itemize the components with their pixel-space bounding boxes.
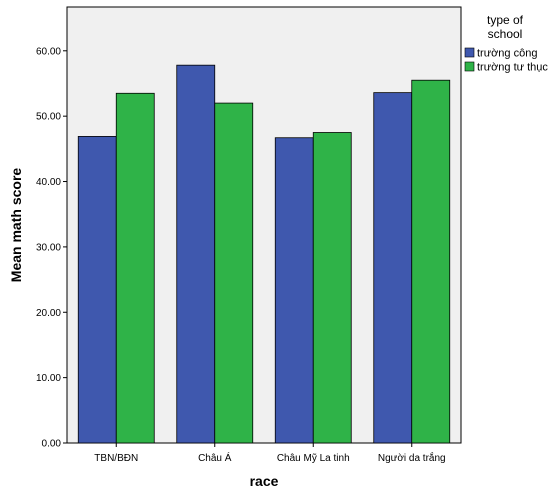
legend-label-truong-cong: trường công bbox=[477, 48, 537, 60]
x-tick-label-2: Châu Mỹ La tinh bbox=[277, 453, 350, 464]
legend-title-line1: type of bbox=[487, 13, 524, 27]
legend-title-line2: school bbox=[488, 27, 523, 41]
legend-swatch-truong-cong bbox=[464, 47, 475, 58]
y-tick-label-1: 10.00 bbox=[36, 373, 61, 384]
bar-series-0-category-3 bbox=[373, 92, 413, 444]
bar-series-1-category-1 bbox=[214, 102, 254, 444]
y-tick-label-4: 40.00 bbox=[36, 177, 61, 188]
x-axis-title: race bbox=[250, 473, 279, 489]
y-tick-label-2: 20.00 bbox=[36, 308, 61, 319]
legend: type of school trường công trường tư thụ… bbox=[464, 13, 548, 74]
bar-series-1-category-3 bbox=[411, 79, 451, 444]
bar-series-0-category-0 bbox=[77, 136, 117, 444]
y-axis-ticks: 0.00 10.00 20.00 30.00 40.00 50.00 60.00 bbox=[36, 46, 67, 450]
bar-series-0-category-1 bbox=[176, 64, 216, 444]
y-tick-label-3: 30.00 bbox=[36, 242, 61, 253]
y-tick-label-6: 60.00 bbox=[36, 46, 61, 57]
y-tick-label-5: 50.00 bbox=[36, 112, 61, 123]
bars-group bbox=[77, 64, 451, 444]
legend-label-truong-tu-thuc: trường tư thục bbox=[477, 62, 548, 74]
y-tick-label-0: 0.00 bbox=[42, 439, 62, 450]
legend-swatch-truong-tu-thuc bbox=[464, 61, 475, 72]
x-tick-label-3: Người da trắng bbox=[378, 451, 446, 464]
x-axis-ticks: TBN/BĐN Châu Á Châu Mỹ La tinh Người da trắ… bbox=[94, 443, 446, 464]
bar-series-0-category-2 bbox=[274, 137, 314, 444]
bar-series-1-category-2 bbox=[312, 132, 352, 444]
y-axis-title: Mean math score bbox=[8, 168, 24, 283]
x-tick-label-0: TBN/BĐN bbox=[94, 453, 138, 464]
x-tick-label-1: Châu Á bbox=[198, 451, 232, 464]
bar-series-1-category-0 bbox=[115, 92, 155, 444]
